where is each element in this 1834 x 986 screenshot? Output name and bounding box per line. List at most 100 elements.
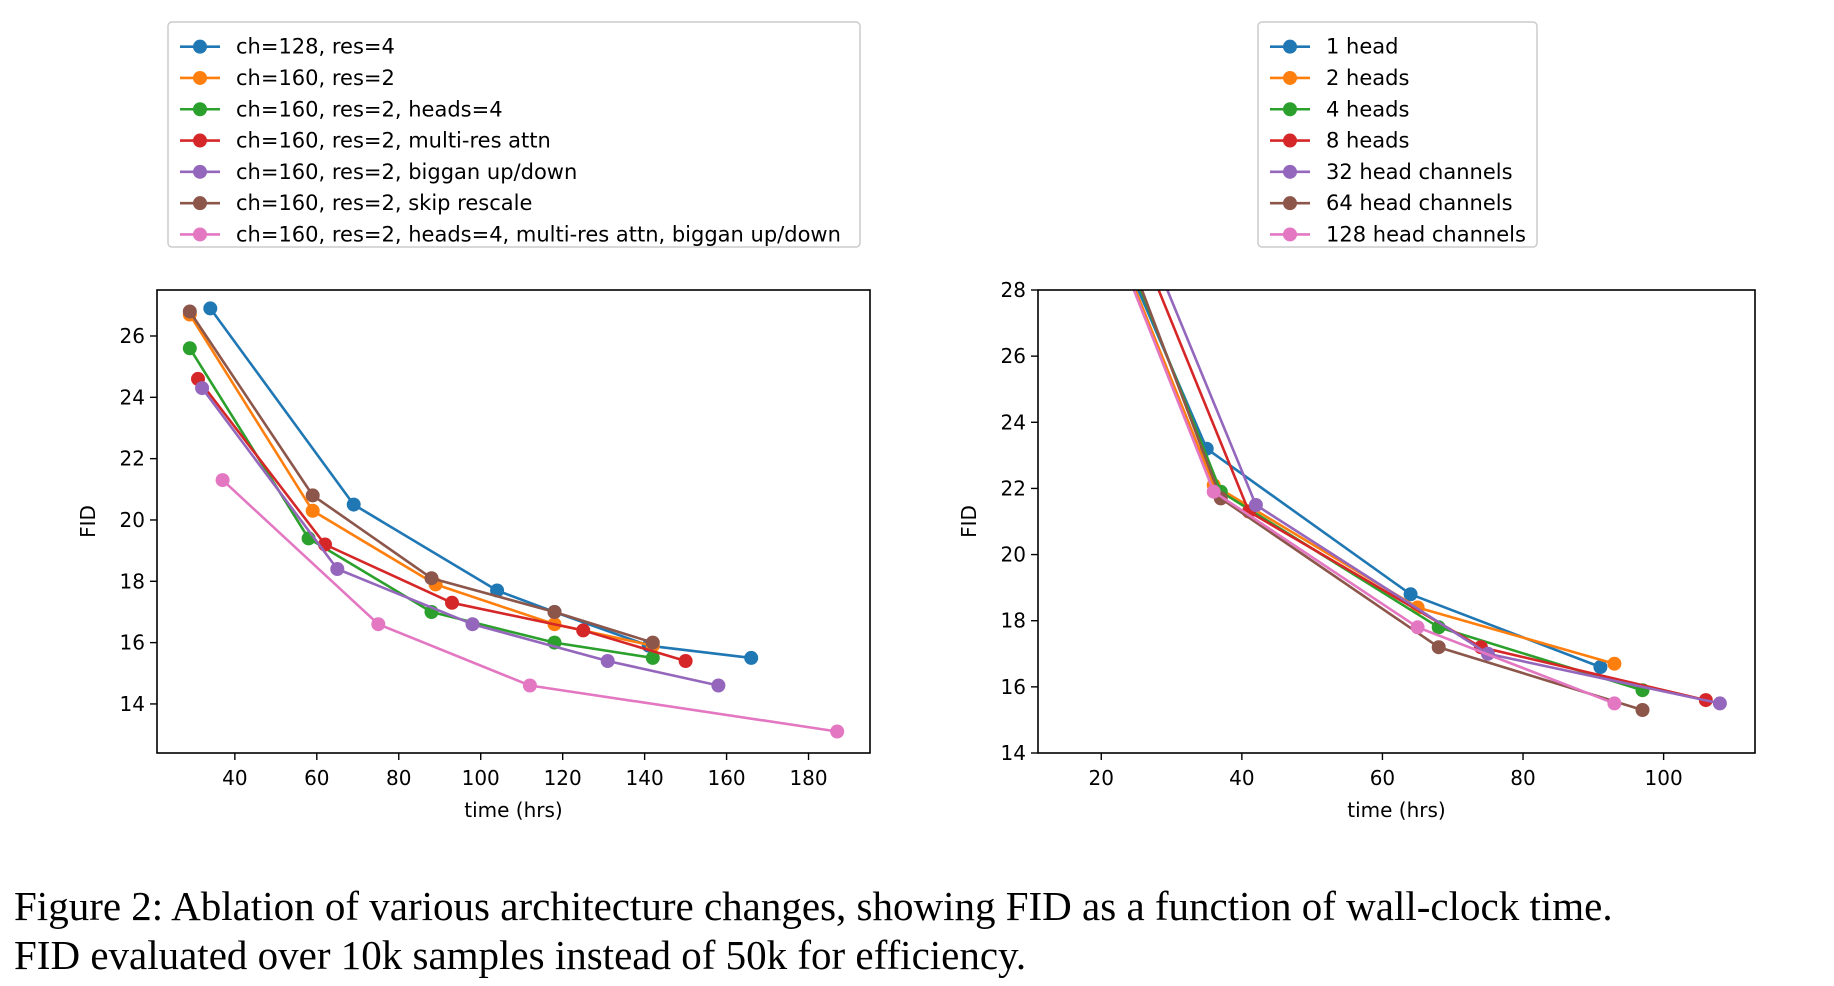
data-point [424,571,439,586]
caption-line-2: FID evaluated over 10k samples instead o… [14,932,1027,978]
legend-entry-label: ch=160, res=2, multi-res attn [236,129,551,153]
data-point [465,617,480,632]
y-tick-label: 26 [1001,344,1026,368]
data-point [522,678,537,693]
x-tick-label: 100 [1645,766,1683,790]
data-point [547,605,562,619]
data-point [1206,484,1221,499]
legend-entry-label: ch=160, res=2, heads=4 [236,97,503,121]
data-point [645,635,660,650]
legend-entry-label: 1 head [1326,35,1398,59]
legend-swatch-marker [1283,227,1297,242]
series-line-4 [1157,290,1707,702]
chart-2: 20 40 60 80 100 14 16 18 20 22 24 26 28 time (hrs) FID… [957,21,1756,822]
data-point [576,623,591,638]
series-group [1132,290,1727,717]
data-point [1431,640,1446,655]
legend-swatch-marker [1283,39,1297,54]
series-line-7 [221,479,838,733]
x-tick-label: 140 [626,766,664,790]
series-line-2 [1134,290,1615,665]
legend-entry-label: ch=160, res=2, biggan up/down [236,160,577,184]
legend-entry-label: ch=128, res=4 [236,35,395,59]
figure-canvas: 40 60 80 100 120 140 160 180 14 16 18 20 22 24 26 time … [76,21,1756,822]
legend-entry-label: 2 heads [1326,66,1409,90]
legend-swatch-marker [193,196,207,211]
y-tick-label: 16 [1001,675,1026,699]
data-point [305,488,320,503]
legend-swatch-marker [1283,196,1297,211]
legend-box [1257,21,1538,248]
plot-frame [1037,289,1756,754]
y-tick-label: 20 [120,508,145,532]
series-line-6 [1140,290,1643,712]
series-line-5 [201,387,719,687]
data-point [215,473,230,488]
data-point [182,304,197,319]
legend-box [167,21,861,248]
x-tick-label: 60 [304,766,329,790]
legend-swatch-marker [193,70,207,85]
legend-swatch-marker [193,164,207,179]
y-tick-label: 22 [120,447,145,471]
series-line-3 [188,347,653,660]
data-point [600,654,615,668]
y-tick-label: 28 [1001,278,1026,302]
data-point [678,654,693,668]
data-point [1410,620,1425,635]
figure-caption: Figure 2: Ablation of various architectu… [14,882,1829,980]
data-point [330,562,345,576]
series-line-2 [188,313,654,647]
y-tick-label: 14 [120,692,145,716]
plot-frame [156,289,871,754]
legend-swatch-marker [193,227,207,242]
legend-swatch-marker [1283,102,1297,117]
data-point [346,497,361,512]
data-point [182,341,197,356]
legend-swatch-marker [193,102,207,117]
series-line-4 [196,378,686,663]
series-line-1 [209,307,752,660]
legend-entry-label: 32 head channels [1326,160,1513,184]
x-tick-label: 80 [386,766,411,790]
y-tick-label: 26 [120,324,145,348]
x-tick-label: 100 [462,766,500,790]
series-line-5 [1165,290,1721,705]
y-axis-label: FID [76,505,100,538]
y-tick-label: 18 [1001,609,1026,633]
x-axis-label: time (hrs) [1347,798,1445,822]
legend: 1 head 2 heads 4 heads 8 heads 32 head chann… [1257,21,1538,248]
legend-entry-label: ch=160, res=2, skip rescale [236,191,532,215]
y-tick-label: 24 [1001,410,1026,434]
legend-entry-label: 4 heads [1326,97,1409,121]
data-point [1248,498,1263,512]
x-tick-label: 120 [544,766,582,790]
y-tick-label: 24 [120,385,145,409]
series-line-6 [188,310,654,644]
chart-1: 40 60 80 100 120 140 160 180 14 16 18 20 22 24 26 time … [76,21,871,822]
data-point [1403,587,1418,602]
data-point [203,301,218,316]
legend-swatch-marker [193,133,207,148]
legend-swatch-marker [193,39,207,54]
data-point [1712,696,1727,711]
x-axis-label: time (hrs) [464,798,562,822]
y-tick-label: 14 [1001,741,1026,765]
legend-entry-label: ch=160, res=2 [236,66,395,90]
legend-swatch-marker [1283,133,1297,148]
series-group [182,301,845,739]
data-point [645,650,660,665]
legend-entry-label: ch=160, res=2, heads=4, multi-res attn, … [236,222,841,246]
data-point [711,678,726,693]
y-tick-label: 16 [120,631,145,655]
series-line-7 [1132,290,1615,705]
data-point [371,617,386,632]
y-tick-label: 18 [120,569,145,593]
data-point [830,724,845,739]
legend-entry-label: 64 head channels [1326,191,1513,215]
data-point [195,381,210,396]
data-point [445,595,459,610]
data-point [744,650,759,665]
x-tick-label: 60 [1370,766,1395,790]
legend-swatch-marker [1283,164,1297,179]
